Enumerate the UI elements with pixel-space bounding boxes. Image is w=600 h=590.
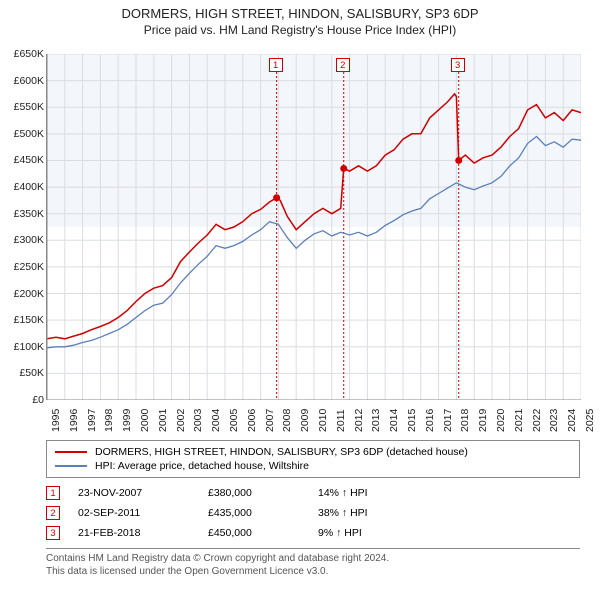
x-tick-label: 1996 xyxy=(68,409,80,432)
y-tick-label: £600K xyxy=(4,75,44,87)
x-tick-label: 2014 xyxy=(388,409,400,432)
x-tick-label: 1999 xyxy=(121,409,133,432)
y-tick-label: £550K xyxy=(4,101,44,113)
sale-price-1: £380,000 xyxy=(208,487,318,499)
y-tick-label: £500K xyxy=(4,128,44,140)
y-tick-label: £650K xyxy=(4,48,44,60)
x-tick-label: 2007 xyxy=(264,409,276,432)
chart-marker-box: 3 xyxy=(451,58,465,72)
sale-price-2: £435,000 xyxy=(208,507,318,519)
x-tick-label: 2010 xyxy=(317,409,329,432)
chart-marker-box: 1 xyxy=(269,58,283,72)
legend-row-property: DORMERS, HIGH STREET, HINDON, SALISBURY,… xyxy=(55,445,571,459)
sale-date-3: 21-FEB-2018 xyxy=(78,527,208,539)
sale-marker-3: 3 xyxy=(46,526,60,540)
legend-swatch-property xyxy=(55,451,87,453)
legend-swatch-hpi xyxy=(55,465,87,467)
sale-annotation-rows: 1 23-NOV-2007 £380,000 14% ↑ HPI 2 02-SE… xyxy=(46,483,580,543)
x-tick-label: 2018 xyxy=(459,409,471,432)
x-tick-label: 1998 xyxy=(103,409,115,432)
sale-date-2: 02-SEP-2011 xyxy=(78,507,208,519)
x-tick-label: 2015 xyxy=(406,409,418,432)
x-tick-label: 2005 xyxy=(228,409,240,432)
x-tick-label: 2024 xyxy=(566,409,578,432)
x-tick-label: 1995 xyxy=(50,409,62,432)
sale-row-1: 1 23-NOV-2007 £380,000 14% ↑ HPI xyxy=(46,483,580,503)
container: DORMERS, HIGH STREET, HINDON, SALISBURY,… xyxy=(0,0,600,590)
x-tick-label: 2009 xyxy=(299,409,311,432)
x-tick-label: 2011 xyxy=(335,409,347,432)
title-address: DORMERS, HIGH STREET, HINDON, SALISBURY,… xyxy=(0,6,600,21)
y-tick-label: £100K xyxy=(4,341,44,353)
x-tick-label: 2017 xyxy=(442,409,454,432)
footer-attribution: Contains HM Land Registry data © Crown c… xyxy=(46,548,580,578)
legend-row-hpi: HPI: Average price, detached house, Wilt… xyxy=(55,459,571,473)
x-tick-label: 2019 xyxy=(477,409,489,432)
sale-row-2: 2 02-SEP-2011 £435,000 38% ↑ HPI xyxy=(46,503,580,523)
x-tick-label: 2022 xyxy=(531,409,543,432)
y-tick-label: £400K xyxy=(4,181,44,193)
x-tick-label: 2012 xyxy=(353,409,365,432)
sale-marker-1: 1 xyxy=(46,486,60,500)
y-tick-label: £200K xyxy=(4,288,44,300)
x-tick-label: 2025 xyxy=(584,409,596,432)
title-block: DORMERS, HIGH STREET, HINDON, SALISBURY,… xyxy=(0,0,600,37)
y-tick-label: £450K xyxy=(4,154,44,166)
y-tick-label: £300K xyxy=(4,234,44,246)
y-tick-label: £250K xyxy=(4,261,44,273)
sale-price-3: £450,000 xyxy=(208,527,318,539)
y-tick-label: £350K xyxy=(4,208,44,220)
x-tick-label: 2000 xyxy=(139,409,151,432)
y-tick-label: £50K xyxy=(4,367,44,379)
x-tick-label: 2016 xyxy=(424,409,436,432)
sale-hpi-3: 9% ↑ HPI xyxy=(318,527,418,539)
x-tick-label: 2006 xyxy=(246,409,258,432)
y-tick-label: £0 xyxy=(4,394,44,406)
sale-row-3: 3 21-FEB-2018 £450,000 9% ↑ HPI xyxy=(46,523,580,543)
footer-line-2: This data is licensed under the Open Gov… xyxy=(46,565,580,578)
y-tick-label: £150K xyxy=(4,314,44,326)
x-tick-label: 2003 xyxy=(192,409,204,432)
sale-marker-2: 2 xyxy=(46,506,60,520)
x-tick-label: 2002 xyxy=(175,409,187,432)
x-tick-label: 2013 xyxy=(370,409,382,432)
x-tick-label: 2001 xyxy=(157,409,169,432)
footer-line-1: Contains HM Land Registry data © Crown c… xyxy=(46,552,580,565)
x-tick-label: 2004 xyxy=(210,409,222,432)
x-tick-label: 2008 xyxy=(281,409,293,432)
chart-svg xyxy=(47,54,581,400)
x-tick-label: 1997 xyxy=(86,409,98,432)
title-subtitle: Price paid vs. HM Land Registry's House … xyxy=(0,23,600,37)
x-tick-label: 2023 xyxy=(548,409,560,432)
legend-label-property: DORMERS, HIGH STREET, HINDON, SALISBURY,… xyxy=(95,446,468,458)
x-tick-label: 2021 xyxy=(513,409,525,432)
sale-hpi-1: 14% ↑ HPI xyxy=(318,487,418,499)
legend-label-hpi: HPI: Average price, detached house, Wilt… xyxy=(95,460,309,472)
x-tick-label: 2020 xyxy=(495,409,507,432)
sale-date-1: 23-NOV-2007 xyxy=(78,487,208,499)
chart-marker-box: 2 xyxy=(336,58,350,72)
legend-box: DORMERS, HIGH STREET, HINDON, SALISBURY,… xyxy=(46,440,580,478)
chart-plot-area xyxy=(46,54,580,400)
sale-hpi-2: 38% ↑ HPI xyxy=(318,507,418,519)
